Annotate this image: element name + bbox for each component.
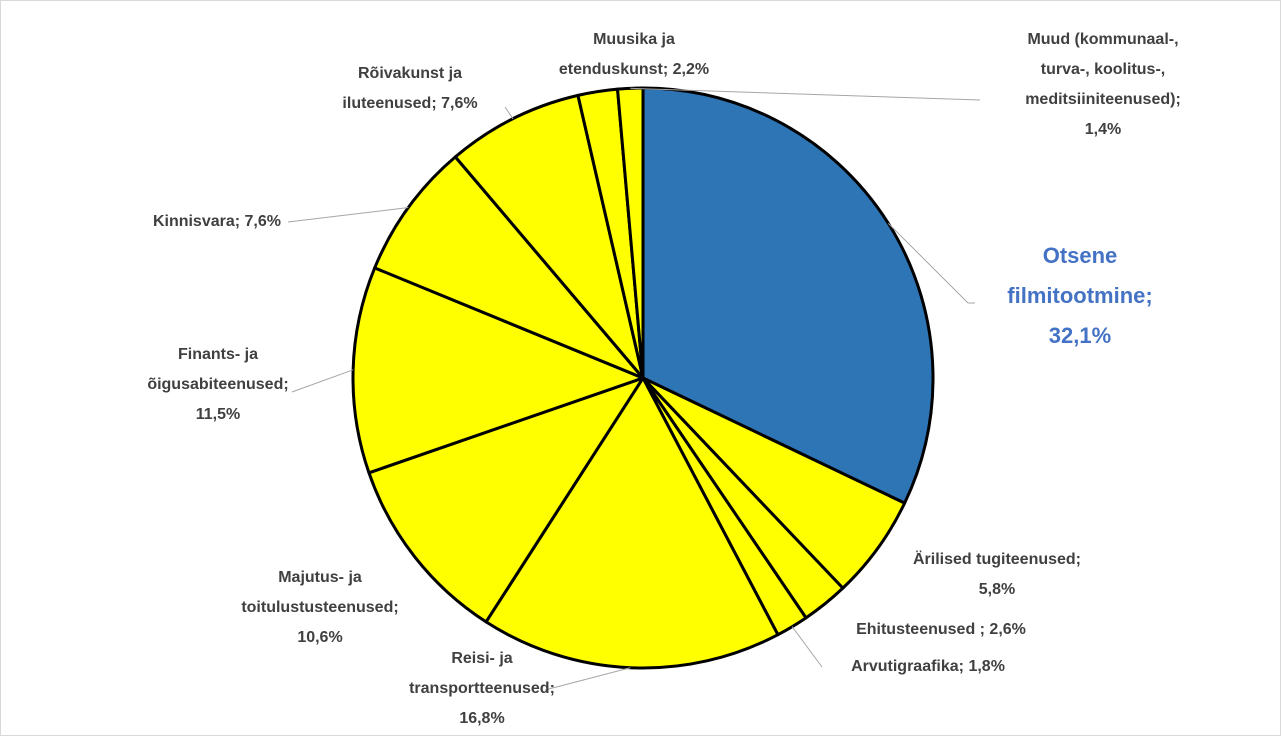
data-label: 1,4% [1085,121,1121,138]
data-label: Rõivakunst ja [358,65,462,82]
pie-slice [641,86,935,505]
data-label: turva-, koolitus-, [1041,61,1165,78]
data-label: toitulustusteenused; [241,599,398,616]
data-label: Ärilised tugiteenused; [913,550,1081,568]
data-label: Ehitusteenused ; 2,6% [856,621,1026,638]
pie-slice [484,376,780,670]
data-label: Arvutigraafika; 1,8% [851,658,1005,675]
data-label: 5,8% [979,581,1015,598]
data-label: 11,5% [196,406,240,423]
pie-slice [351,266,645,475]
data-label: Muud (kommunaal-, [1027,31,1178,48]
data-label: 16,8% [459,710,504,727]
leader-line [630,87,981,101]
data-label: meditsiiniteenused); [1025,91,1181,108]
data-label: etenduskunst; 2,2% [559,61,709,78]
data-label: 10,6% [297,629,342,646]
data-label: Reisi- ja [451,650,512,667]
leader-line [887,223,975,304]
leader-line [791,626,823,668]
data-label: transportteenused; [409,680,555,697]
data-label: Otsene [1043,243,1118,268]
data-label: Majutus- ja [278,569,362,586]
pie-slice [616,86,645,380]
pie-slice [367,376,645,624]
leader-line [291,369,354,393]
data-label: 32,1% [1049,323,1111,348]
data-label: õigusabiteenused; [147,376,288,393]
data-label: Kinnisvara; 7,6% [153,213,281,230]
leader-line [287,207,409,223]
leader-line [504,106,514,120]
pie-slice [373,155,645,380]
data-label: Finants- ja [178,346,258,363]
leader-line [544,667,631,691]
pie-slice [453,93,645,380]
data-label: iluteenused; 7,6% [342,95,477,112]
data-label: filmitootmine; [1007,283,1152,308]
data-label: Muusika ja [593,31,675,48]
